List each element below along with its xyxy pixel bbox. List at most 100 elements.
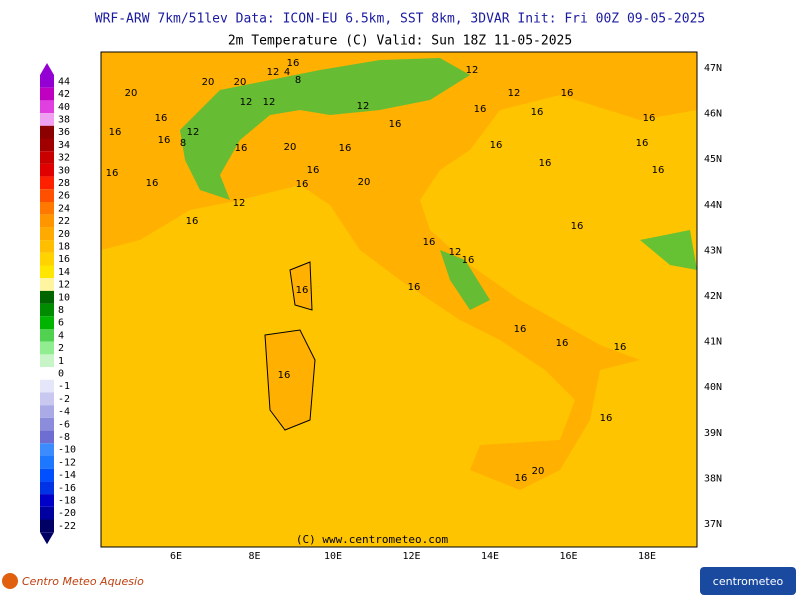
legend-label: 36 <box>58 127 70 138</box>
legend-label: 32 <box>58 153 70 164</box>
header-line1: WRF-ARW 7km/51lev Data: ICON-EU 6.5km, S… <box>95 12 705 27</box>
contour-label: 4 <box>284 67 290 78</box>
contour-label: 12 <box>263 97 276 108</box>
contour-label: 16 <box>339 143 352 154</box>
legend-swatch <box>40 481 54 495</box>
legend-label: 18 <box>58 241 70 252</box>
lon-label: 8E <box>248 551 260 562</box>
legend-swatch <box>40 494 54 507</box>
land <box>101 52 697 490</box>
right-logo-box <box>700 567 796 595</box>
legend-cap <box>40 63 54 75</box>
legend-label: 1 <box>58 356 64 367</box>
legend-label: 40 <box>58 102 70 113</box>
legend-label: -20 <box>58 508 76 519</box>
legend-label: -18 <box>58 495 76 506</box>
lat-label: 45N <box>704 154 722 165</box>
legend-label: 42 <box>58 89 70 100</box>
legend-swatch <box>40 240 54 253</box>
legend-swatch <box>40 456 54 469</box>
legend-swatch <box>40 354 54 368</box>
legend-swatch <box>40 392 54 406</box>
legend-swatch <box>40 468 54 482</box>
contour-label: 16 <box>389 119 402 130</box>
contour-label: 20 <box>202 77 215 88</box>
contour-label: 16 <box>296 285 309 296</box>
contour-label: 12 <box>449 247 462 258</box>
contour-label: 16 <box>556 338 569 349</box>
legend-label: 28 <box>58 178 70 189</box>
lat-label: 41N <box>704 337 722 348</box>
contour-label: 12 <box>357 101 370 112</box>
header-line2: 2m Temperature (C) Valid: Sun 18Z 11-05-… <box>228 34 572 49</box>
apennines <box>440 250 490 310</box>
right-logo: centrometeo <box>713 575 784 588</box>
legend-label: 12 <box>58 280 70 291</box>
legend-label: -14 <box>58 470 76 481</box>
contour-label: 20 <box>125 88 138 99</box>
contour-label: 16 <box>614 342 627 353</box>
contour-label: 8 <box>295 75 301 86</box>
legend-swatch <box>40 329 54 342</box>
lon-label: 16E <box>559 551 577 562</box>
legend-label: -10 <box>58 445 76 456</box>
legend-swatch <box>40 138 54 152</box>
lat-label: 38N <box>704 473 722 484</box>
contour-label: 16 <box>652 165 665 176</box>
legend-label: 34 <box>58 140 70 151</box>
legend-swatch <box>40 189 54 202</box>
legend-label: 16 <box>58 254 70 265</box>
map-frame <box>100 51 698 548</box>
contour-label: 12 <box>233 198 246 209</box>
balkans <box>640 230 697 270</box>
contour-label: 16 <box>408 282 421 293</box>
legend-swatch <box>40 214 54 228</box>
contour-label: 16 <box>462 255 475 266</box>
legend-swatch <box>40 176 54 190</box>
islands <box>264 261 316 431</box>
contour-label: 16 <box>515 473 528 484</box>
contour-label: 12 <box>267 67 280 78</box>
contour-label: 20 <box>532 466 545 477</box>
legend-label: -22 <box>58 521 76 532</box>
legend-label: 30 <box>58 165 70 176</box>
legend-swatch <box>40 506 54 520</box>
legend-label: -4 <box>58 407 70 418</box>
legend-swatch <box>40 125 54 139</box>
legend-label: 10 <box>58 292 70 303</box>
legend-swatch <box>40 163 54 177</box>
lat-label: 39N <box>704 428 722 439</box>
contour-label: 12 <box>466 65 479 76</box>
contour-label: 16 <box>106 168 119 179</box>
legend-label: 20 <box>58 229 70 240</box>
legend-swatch <box>40 113 54 126</box>
contour-label: 16 <box>186 216 199 227</box>
legend-label: 22 <box>58 216 70 227</box>
left-logo-icon <box>2 573 18 589</box>
alps <box>180 58 470 200</box>
legend-swatch <box>40 443 54 456</box>
legend-label: 44 <box>58 76 70 87</box>
legend-swatch <box>40 519 54 533</box>
contour-label: 16 <box>531 107 544 118</box>
legend-label: -8 <box>58 432 70 443</box>
legend-swatch <box>40 265 54 279</box>
legend-swatch <box>40 227 54 241</box>
legend-swatch <box>40 151 54 164</box>
contour-label: 16 <box>307 165 320 176</box>
contour-label: 20 <box>234 77 247 88</box>
contour-label: 16 <box>158 135 171 146</box>
contour-label: 16 <box>643 113 656 124</box>
lon-label: 18E <box>638 551 656 562</box>
contour-label: 16 <box>571 221 584 232</box>
contour-label: 16 <box>514 324 527 335</box>
legend-swatch <box>40 430 54 444</box>
legend-label: -12 <box>58 457 76 468</box>
contour-label: 16 <box>296 179 309 190</box>
contour-label: 8 <box>180 138 186 149</box>
legend-cap <box>40 532 54 545</box>
legend-swatch <box>40 100 54 114</box>
contour-label: 12 <box>187 127 200 138</box>
footer: Centro Meteo Aquesio centrometeo <box>2 567 796 595</box>
